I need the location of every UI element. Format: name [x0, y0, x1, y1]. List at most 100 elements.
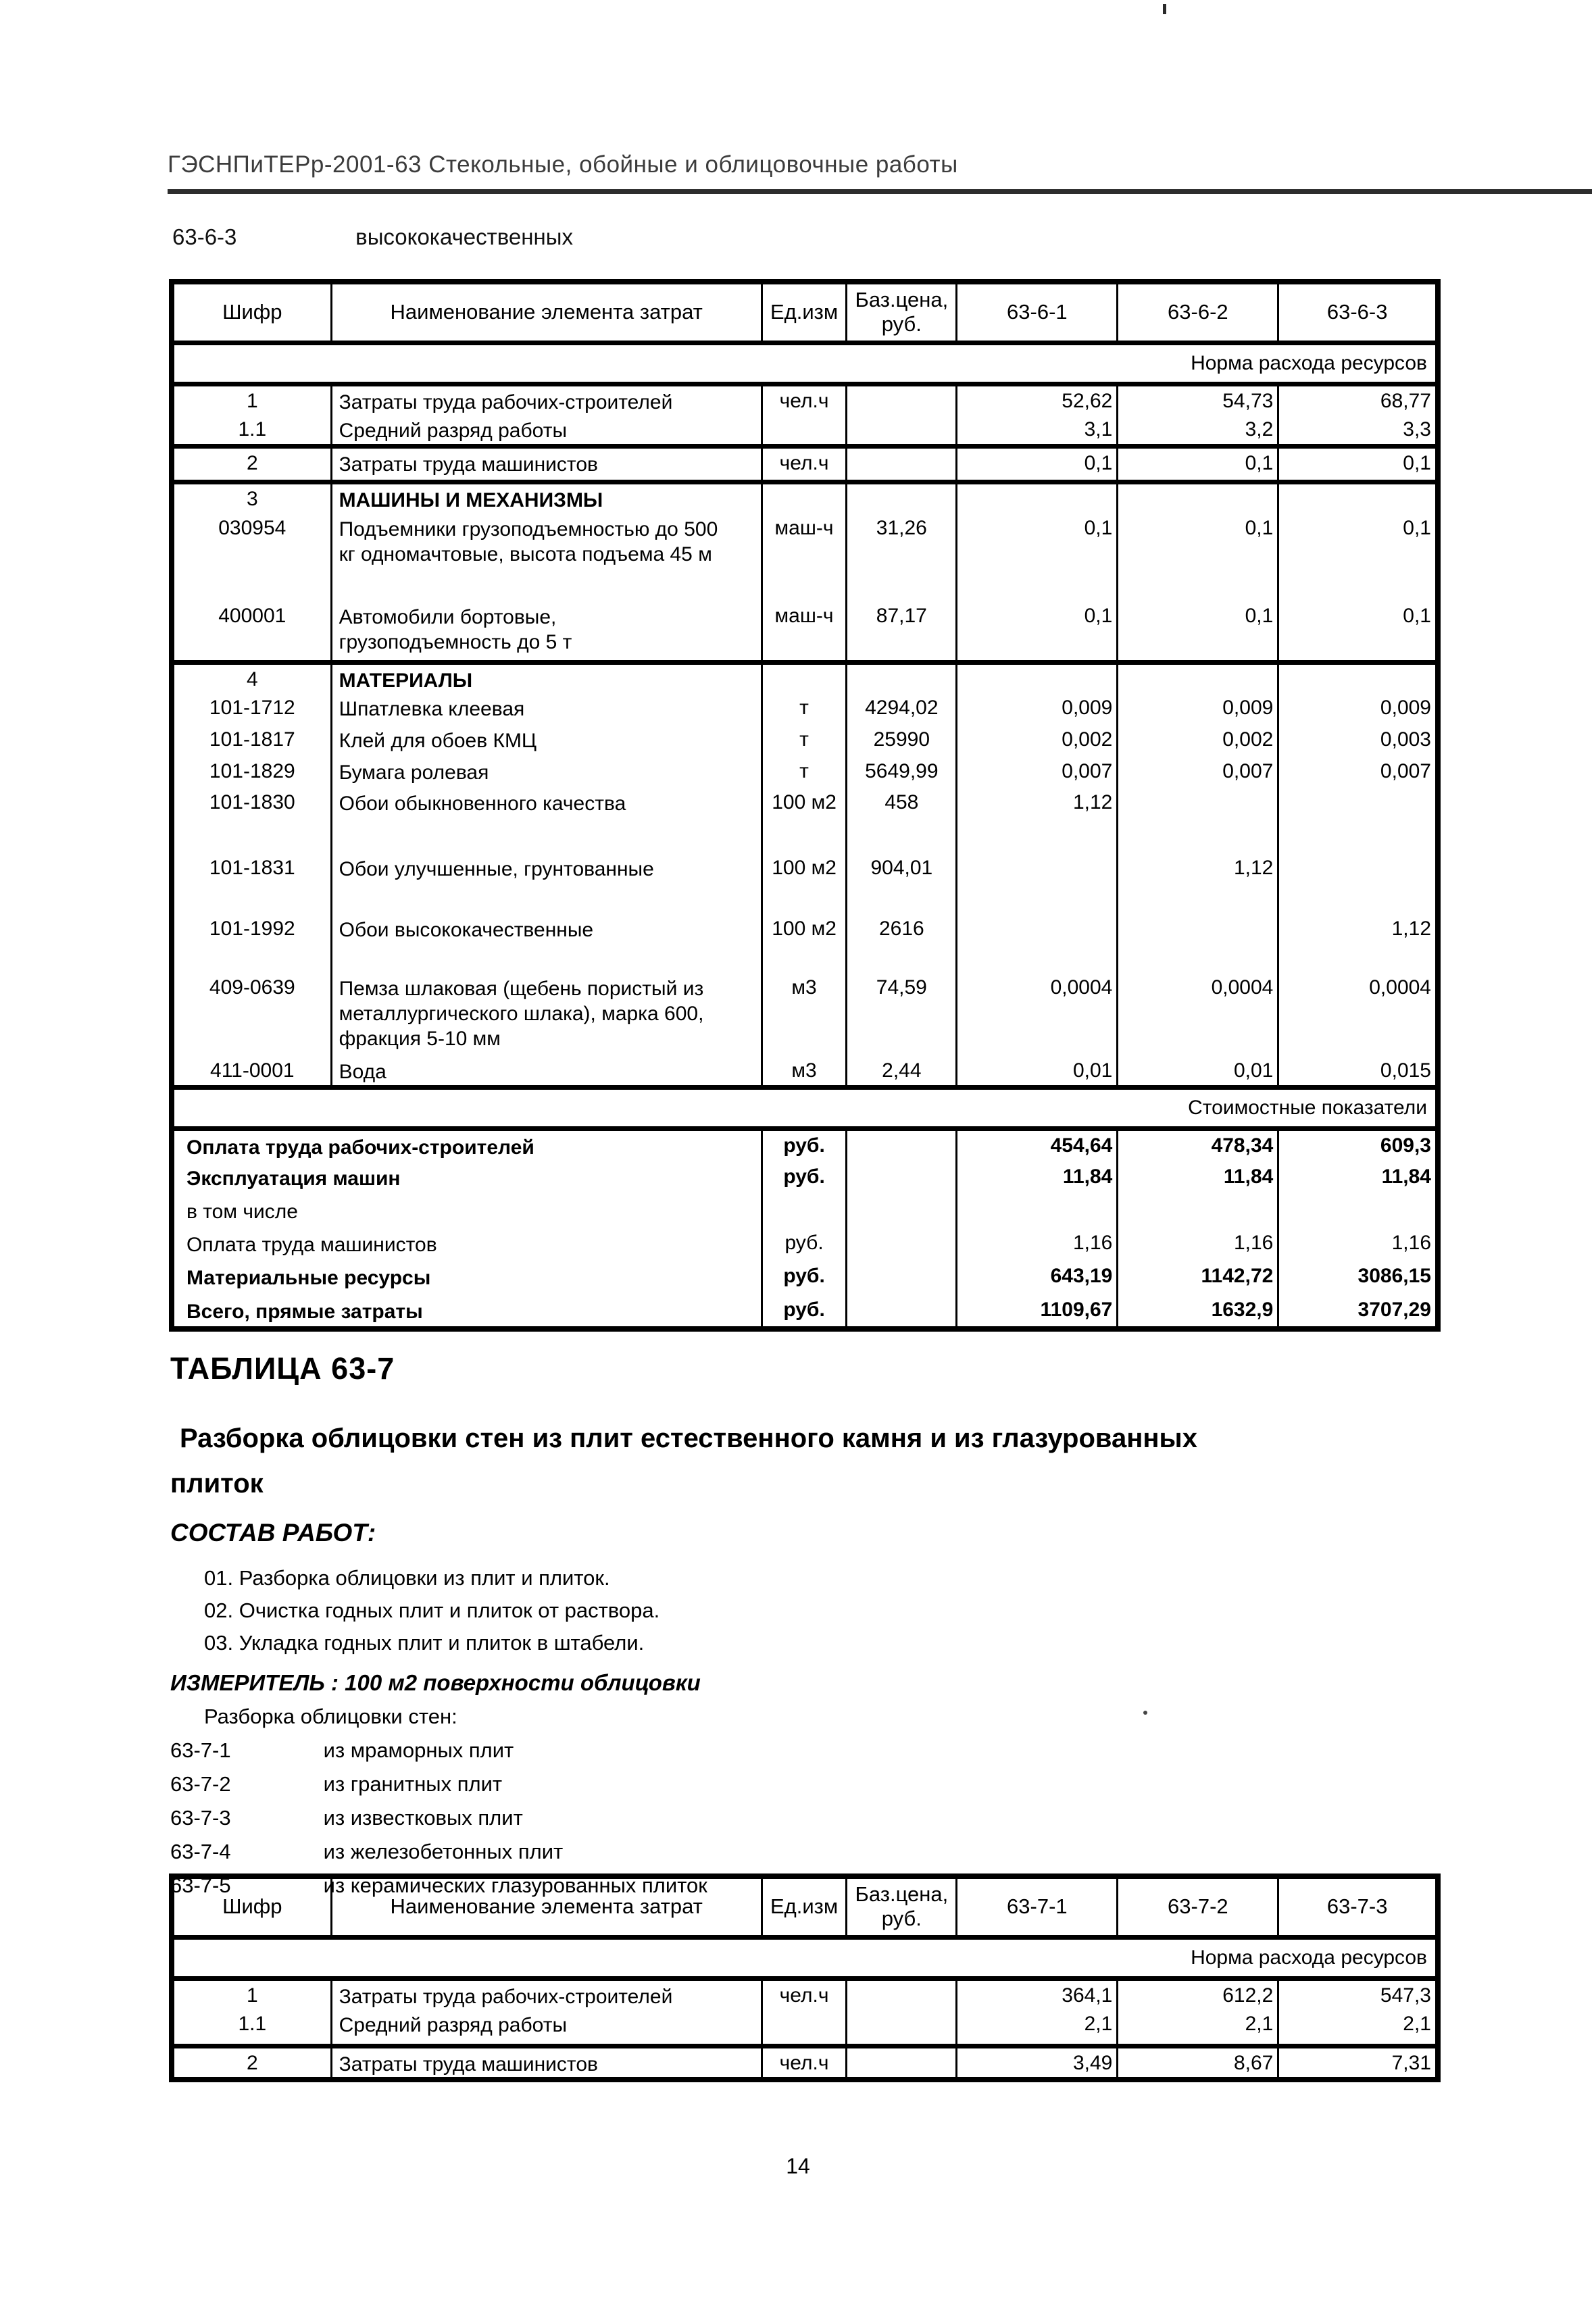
table-cell: м3: [760, 972, 848, 1056]
table-cell: 2,1: [1116, 2009, 1280, 2048]
cost-banner: Стоимостные показатели: [172, 1087, 1438, 1131]
table-cell: 0,009: [1116, 693, 1280, 725]
table-cell: 0,002: [955, 724, 1119, 757]
norm-banner-row: Норма расхода ресурсов: [172, 1937, 1438, 1981]
col-header-63-7-2: 63-7-2: [1116, 1876, 1280, 1940]
variant-code: 63-7-1: [170, 1738, 231, 1762]
resource-row: 1 Затраты труда рабочих-строителей чел.ч 36…: [170, 1978, 1439, 2009]
table-cell: 101-1829: [170, 756, 332, 788]
table-cell: 3: [170, 482, 332, 513]
work-item: 02. Очистка годных плит и плиток от раст…: [204, 1599, 660, 1622]
table-cell: 31,26: [845, 513, 958, 601]
table-cell: Автомобили бортовые, грузоподъемность до…: [330, 601, 763, 665]
table-cell: [845, 1261, 958, 1295]
variant-list-intro: Разборка облицовки стен:: [204, 1705, 457, 1728]
table-cell: 101-1712: [170, 693, 332, 725]
table-cell: 2: [170, 2046, 332, 2082]
table-cell: 030954: [170, 513, 332, 601]
table-cell: 8,67: [1116, 2046, 1280, 2082]
table-cell: 609,3: [1277, 1128, 1439, 1162]
table-cell: [955, 1194, 1119, 1228]
table-cell: 0,1: [955, 601, 1119, 665]
table-cell: [1277, 662, 1439, 693]
table-63-7-header-row: Шифр Наименование элемента затрат Ед.изм…: [170, 1876, 1439, 1940]
table-cell: руб.: [760, 1128, 848, 1162]
section-63-7: ТАБЛИЦА 63-7 Разборка облицовки стен из …: [170, 1351, 1447, 1903]
table-cell: [845, 2046, 958, 2082]
col-header-code: Шифр: [170, 1876, 332, 1940]
table-cell: 87,17: [845, 601, 958, 665]
table-cell: [1277, 482, 1439, 513]
table-cell: Оплата труда машинистов: [170, 1228, 763, 1261]
cost-summary-row: Оплата труда рабочих-строителей руб. 454,6…: [170, 1128, 1439, 1162]
table-cell: чел.ч: [760, 384, 848, 415]
page-number: 14: [786, 2154, 810, 2178]
table-cell: 458: [845, 787, 958, 853]
table-cell: 1142,72: [1116, 1261, 1280, 1295]
table-cell: маш-ч: [760, 601, 848, 665]
resource-row: 030954 Подъемники грузоподъемностью до 50…: [170, 513, 1439, 601]
table-cell: маш-ч: [760, 513, 848, 601]
resource-row: 1 Затраты труда рабочих-строителей чел.ч 52…: [170, 384, 1439, 415]
table-cell: 3086,15: [1277, 1261, 1439, 1295]
table-cell: руб.: [760, 1161, 848, 1195]
table-cell: руб.: [760, 1228, 848, 1261]
table-cell: 0,1: [1277, 601, 1439, 665]
table-cell: [1277, 1194, 1439, 1228]
works-label: СОСТАВ РАБОТ:: [170, 1519, 376, 1546]
table-cell: 0,1: [1116, 446, 1280, 484]
table-cell: Подъемники грузоподъемностью до 500 кг о…: [330, 513, 763, 601]
col-header-name: Наименование элемента затрат: [330, 1876, 763, 1940]
table-cell: 4: [170, 662, 332, 693]
table-cell: Средний разряд работы: [330, 2009, 763, 2048]
table-63-6-header-row: Шифр Наименование элемента затрат Ед.изм…: [170, 282, 1439, 345]
table-cell: Затраты труда рабочих-строителей: [330, 384, 763, 415]
table-cell: 1109,67: [955, 1294, 1119, 1329]
col-header-unit: Ед.изм: [760, 282, 848, 345]
table-cell: Средний разряд работы: [330, 415, 763, 449]
table-cell: Всего, прямые затраты: [170, 1294, 763, 1329]
table-cell: 454,64: [955, 1128, 1119, 1162]
col-header-63-7-3: 63-7-3: [1277, 1876, 1439, 1940]
table-cell: Затраты труда машинистов: [330, 446, 763, 484]
table-cell: 11,84: [1116, 1161, 1280, 1195]
resource-row: 4 МАТЕРИАЛЫ: [170, 662, 1439, 693]
table-cell: 0,1: [1277, 446, 1439, 484]
table-cell: 100 м2: [760, 913, 848, 973]
table-cell: [1116, 913, 1280, 973]
table-cell: в том числе: [170, 1194, 763, 1228]
cost-summary-row: Оплата труда машинистов руб. 1,16 1,16 1,16: [170, 1228, 1439, 1261]
variant-name: из железобетонных плит: [323, 1840, 564, 1863]
cost-summary-row: Эксплуатация машин руб. 11,84 11,84 11,84: [170, 1161, 1439, 1195]
variant-item: 63-7-2 из гранитных плит: [170, 1767, 1447, 1801]
table-cell: 1632,9: [1116, 1294, 1280, 1329]
col-header-price: Баз.цена, руб.: [845, 282, 958, 345]
table-cell: 0,0004: [1277, 972, 1439, 1056]
table-cell: м3: [760, 1055, 848, 1090]
cost-summary-row: Всего, прямые затраты руб. 1109,67 1632,9 37…: [170, 1294, 1439, 1329]
cost-banner-row: Стоимостные показатели: [172, 1087, 1438, 1131]
table-cell: [955, 853, 1119, 914]
table-cell: [1277, 853, 1439, 914]
cost-summary-row: в том числе: [170, 1194, 1439, 1228]
table-cell: [1116, 662, 1280, 693]
table-cell: 0,01: [955, 1055, 1119, 1090]
table-cell: 904,01: [845, 853, 958, 914]
table-cell: 643,19: [955, 1261, 1119, 1295]
table-cell: [955, 482, 1119, 513]
table-cell: т: [760, 724, 848, 757]
table-cell: [845, 2009, 958, 2048]
table-cell: 7,31: [1277, 2046, 1439, 2082]
resource-row: 2 Затраты труда машинистов чел.ч 3,49 8,67 7,…: [170, 2046, 1439, 2082]
table-cell: Обои улучшенные, грунтованные: [330, 853, 763, 914]
col-header-63-7-1: 63-7-1: [955, 1876, 1119, 1940]
document-running-header: ГЭСНПиТЕРр-2001-63 Стекольные, обойные и…: [168, 151, 1592, 194]
table-cell: 0,003: [1277, 724, 1439, 757]
table-cell: 1,12: [1116, 853, 1280, 914]
resource-row: 101-1992 Обои высококачественные 100 м2 261…: [170, 913, 1439, 973]
table-cell: 0,1: [955, 513, 1119, 601]
table-cell: 68,77: [1277, 384, 1439, 415]
table-cell: 101-1831: [170, 853, 332, 914]
table-cell: 364,1: [955, 1978, 1119, 2009]
variant-item: 63-7-4 из железобетонных плит: [170, 1835, 1447, 1869]
